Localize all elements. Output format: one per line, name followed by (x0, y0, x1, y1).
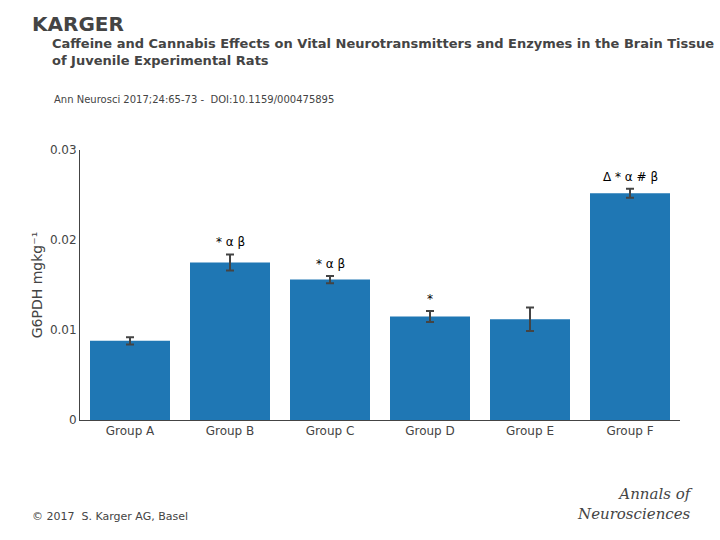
svg-text:*: * (427, 292, 433, 306)
svg-text:Group C: Group C (306, 424, 355, 438)
svg-text:KARGER: KARGER (32, 12, 124, 36)
svg-text:Group A: Group A (106, 424, 155, 438)
svg-text:0: 0 (69, 413, 77, 427)
svg-text:0.02: 0.02 (50, 233, 77, 247)
svg-text:Group B: Group B (206, 424, 255, 438)
svg-text:Δ * α # β: Δ * α # β (603, 170, 658, 184)
svg-text:* α β: * α β (216, 235, 245, 249)
svg-text:Group F: Group F (606, 424, 653, 438)
svg-text:0.01: 0.01 (50, 323, 77, 337)
svg-text:0.03: 0.03 (50, 143, 77, 157)
svg-text:© 2017 S. Karger AG, Basel: © 2017 S. Karger AG, Basel (32, 510, 188, 523)
svg-text:G6PDH mgkg⁻¹: G6PDH mgkg⁻¹ (29, 232, 45, 338)
svg-text:Annals ofNeurosciences: Annals ofNeurosciences (577, 485, 693, 523)
svg-text:Caffeine and Cannabis Effects: Caffeine and Cannabis Effects on Vital N… (52, 36, 714, 68)
svg-text:* α β: * α β (316, 257, 345, 271)
svg-text:Group E: Group E (506, 424, 554, 438)
svg-text:Ann Neurosci 2017;24:65-73 -: Ann Neurosci 2017;24:65-73 - DOI:10.1159… (54, 94, 334, 105)
svg-text:Group D: Group D (405, 424, 455, 438)
